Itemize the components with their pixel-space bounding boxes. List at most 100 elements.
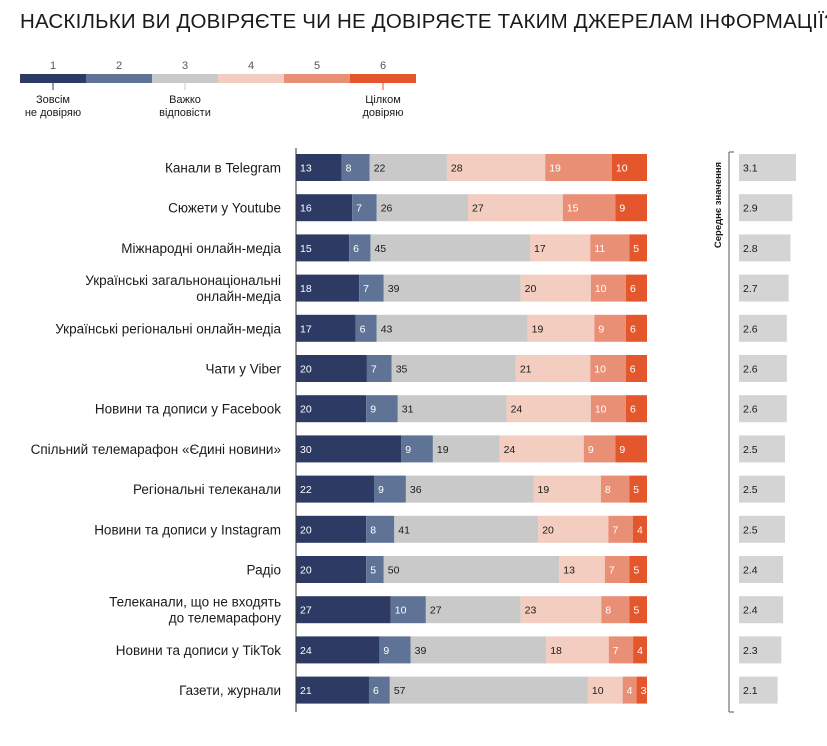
bar-segment-4 <box>546 636 609 664</box>
bar-value-label: 9 <box>383 645 389 657</box>
bar-value-label: 10 <box>594 364 606 376</box>
category-label: Регіональні телеканали <box>133 482 281 497</box>
category-label: Новини та дописи у Facebook <box>95 402 281 417</box>
bar-value-label: 6 <box>630 323 636 335</box>
bar-segment-2 <box>366 395 398 423</box>
bar-segment-4 <box>506 395 591 423</box>
bar-value-label: 20 <box>300 404 312 416</box>
bar-segment-3 <box>383 274 521 302</box>
category-label: Українські загальнонаціональні <box>85 273 281 288</box>
bar-segment-5 <box>594 314 626 342</box>
bar-segment-5 <box>622 676 637 704</box>
bar-value-label: 6 <box>360 323 366 335</box>
bar-segment-5 <box>600 475 630 503</box>
bar-segment-5 <box>590 395 626 423</box>
bar-value-label: 45 <box>374 243 386 255</box>
bar-segment-6 <box>615 435 647 463</box>
legend-swatch-1 <box>20 74 86 83</box>
legend-caption: Цілком <box>365 94 401 106</box>
bar-segment-4 <box>446 154 546 181</box>
bar-value-label: 7 <box>612 524 618 536</box>
bar-value-label: 10 <box>595 283 607 295</box>
bar-value-label: 35 <box>396 364 408 376</box>
bar-value-label: 39 <box>388 283 400 295</box>
bar-segment-2 <box>374 475 406 503</box>
bar-value-label: 10 <box>616 163 628 175</box>
mean-value-label: 2.7 <box>743 283 758 295</box>
category-labels: Канали в Telegram Сюжети у Youtube Міжнаро… <box>31 161 282 699</box>
bar-value-label: 5 <box>370 565 376 577</box>
bar-value-label: 6 <box>630 283 636 295</box>
category-label: Спільний телемарафон «Єдині новини» <box>31 442 281 457</box>
bar-value-label: 23 <box>525 605 537 617</box>
bar-value-label: 3 <box>641 685 647 697</box>
bar-value-label: 57 <box>394 685 406 697</box>
bar-value-label: 9 <box>619 444 625 456</box>
bar-value-label: 4 <box>637 524 643 536</box>
category-label: Чати у Viber <box>206 362 282 377</box>
bar-segment-1 <box>296 355 367 382</box>
mean-bar <box>739 636 782 664</box>
legend-swatch-3 <box>152 74 218 83</box>
bar-value-label: 9 <box>588 444 594 456</box>
category-label: Українські регіональні онлайн-медіа <box>55 321 281 336</box>
bar-segment-5 <box>590 234 630 262</box>
bar-segment-1 <box>296 274 360 302</box>
mean-value-label: 2.6 <box>743 364 758 376</box>
bar-segment-2 <box>366 515 395 543</box>
bar-value-label: 6 <box>373 685 379 697</box>
bar-segment-4 <box>515 355 591 382</box>
bar-value-label: 13 <box>563 565 575 577</box>
bar-segment-1 <box>296 194 353 222</box>
bar-value-label: 18 <box>300 283 312 295</box>
bar-value-label: 50 <box>388 565 400 577</box>
bar-segment-2 <box>401 435 433 463</box>
bar-segment-5 <box>562 194 616 222</box>
bar-segment-5 <box>590 355 626 382</box>
bar-value-label: 21 <box>520 364 532 376</box>
mean-value-label: 2.5 <box>743 524 758 536</box>
legend-number-1: 1 <box>50 60 56 72</box>
bar-value-label: 9 <box>619 203 625 215</box>
bar-segment-3 <box>383 556 560 583</box>
bar-segment-1 <box>296 676 369 704</box>
bar-segment-6 <box>629 556 647 583</box>
bar-segment-5 <box>545 154 612 181</box>
bar-value-label: 19 <box>437 444 449 456</box>
mean-bar <box>739 194 793 222</box>
bar-segment-5 <box>604 556 630 583</box>
bar-value-label: 5 <box>633 484 639 496</box>
bar-value-label: 6 <box>630 364 636 376</box>
bar-segment-1 <box>296 596 391 624</box>
legend-swatch-6 <box>350 74 416 83</box>
bar-value-label: 7 <box>356 203 362 215</box>
bar-segment-4 <box>530 234 591 262</box>
bar-value-label: 10 <box>592 685 604 697</box>
category-label: Міжнародні онлайн-медіа <box>121 241 281 256</box>
bar-segment-1 <box>296 515 367 543</box>
mean-bar <box>739 395 787 423</box>
bar-value-label: 10 <box>595 404 607 416</box>
bar-value-label: 27 <box>430 605 442 617</box>
mean-value-label: 2.9 <box>743 203 758 215</box>
bar-segment-6 <box>625 395 647 423</box>
bar-value-label: 9 <box>378 484 384 496</box>
bar-segment-2 <box>379 636 411 664</box>
bar-segment-6 <box>625 274 647 302</box>
bar-value-label: 31 <box>402 404 414 416</box>
legend-swatch-4 <box>218 74 284 83</box>
bar-segment-1 <box>296 395 367 423</box>
mean-value-label: 3.1 <box>743 163 758 175</box>
bar-value-label: 17 <box>300 323 312 335</box>
bar-segment-1 <box>296 234 350 262</box>
legend-caption: довіряю <box>362 107 403 119</box>
bar-segment-2 <box>359 274 384 302</box>
category-label: Канали в Telegram <box>165 161 281 176</box>
bar-value-label: 30 <box>300 444 312 456</box>
bar-value-label: 27 <box>472 203 484 215</box>
mean-bar <box>739 154 796 181</box>
bar-segment-3 <box>370 234 530 262</box>
mean-value-label: 2.5 <box>743 484 758 496</box>
legend-caption: Важко <box>169 94 201 106</box>
